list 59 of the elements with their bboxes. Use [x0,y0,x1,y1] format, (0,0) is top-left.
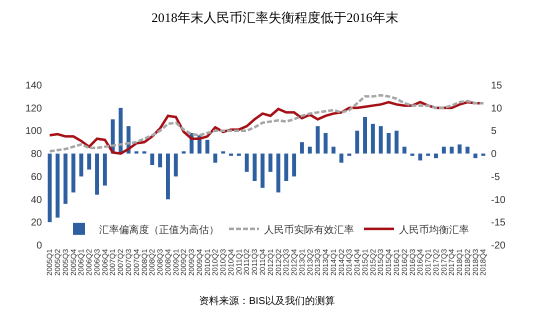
y-tick-label: 100 [25,126,42,138]
bar [339,154,344,163]
bar [95,154,99,195]
bar [150,154,154,165]
bar [394,130,399,154]
bar [378,126,383,154]
bar [418,154,422,160]
y-tick-label: 80 [30,149,42,160]
bar [260,154,265,188]
bar [434,154,438,158]
bar [284,154,288,181]
y2-tick-label: 5 [491,126,497,138]
y2-tick-label: 0 [491,149,497,160]
bar [458,144,462,154]
bar [300,142,304,154]
legend-label: 人民币均衡汇率 [399,224,469,236]
bar [308,146,312,154]
bar [355,130,360,154]
bar [118,108,123,154]
y-tick-label: 20 [30,218,42,229]
bar [102,154,107,186]
legend-label: 人民币实际有效汇率 [264,224,354,236]
y2-tick-label: -20 [491,240,506,252]
bar [252,154,257,181]
bar [324,133,328,154]
y-tick-label: 120 [25,103,42,114]
y-tick-label: 140 [25,80,42,92]
y-tick-label: 60 [30,172,42,183]
bar [276,154,280,192]
bar [174,154,178,176]
bar [450,146,454,154]
y2-tick-label: -15 [491,218,506,229]
text: 资料来源：BIS以及我们的测算 [199,295,336,307]
y-tick-label: 0 [36,240,42,252]
bar [244,154,249,172]
bar [292,154,296,176]
bar [166,154,170,200]
bar [370,124,375,154]
legend-label: 汇率偏离度（正值为高估） [99,224,219,236]
y2-tick-label: -10 [491,194,506,206]
bar [442,146,446,154]
bar [386,133,391,154]
bar [332,146,336,154]
y2-tick-label: 15 [491,80,503,92]
bar [56,154,60,218]
chart-title: 2018年末人民币汇率失衡程度低于2016年末 [152,10,398,26]
bar [64,154,68,204]
y-tick-label: 40 [30,194,42,206]
bar [363,117,367,154]
bar [402,146,406,154]
bar [268,154,272,172]
bar [158,154,162,168]
bar [473,154,478,158]
bar [71,154,76,192]
bar [87,154,92,170]
y2-tick-label: -5 [491,172,500,183]
y2-tick-label: 10 [491,103,503,114]
bar [466,146,470,154]
bar [205,140,210,154]
